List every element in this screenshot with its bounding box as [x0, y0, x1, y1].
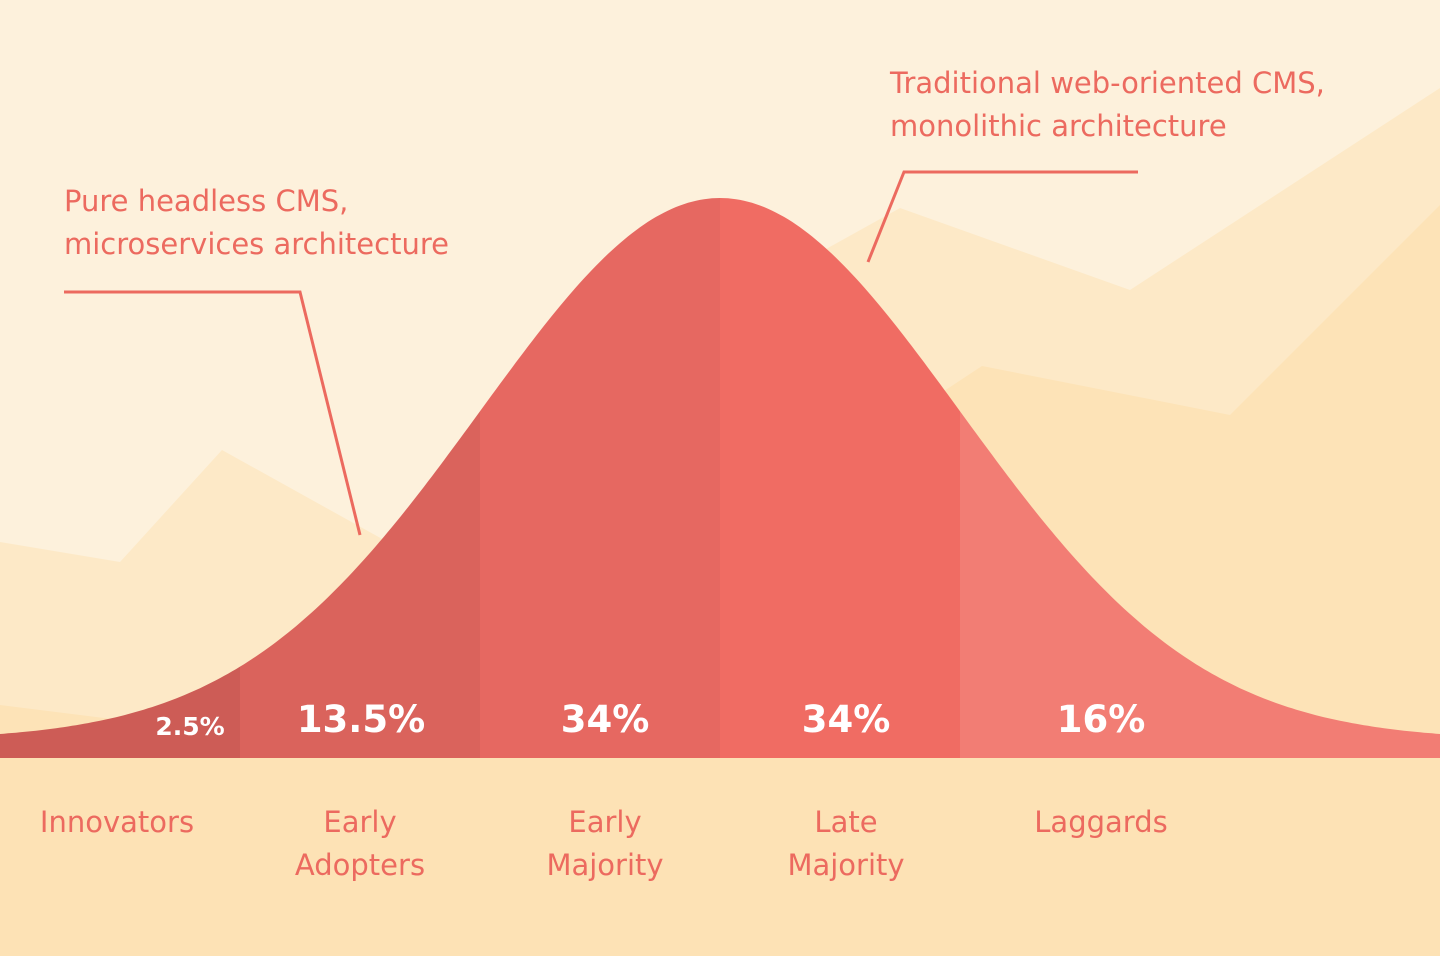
- early-adopters-label-line1: Early: [323, 805, 397, 839]
- late-majority-label: Late Majority: [746, 801, 946, 887]
- innovators-label: Innovators: [17, 801, 217, 844]
- late-majority-label-line1: Late: [814, 805, 878, 839]
- early-adopters-label-line2: Adopters: [294, 848, 426, 882]
- early-majority-segment: [480, 198, 720, 758]
- innovators-segment: [0, 666, 240, 758]
- early-majority-label-line2: Majority: [546, 848, 664, 882]
- early-majority-label-line1: Early: [568, 805, 642, 839]
- late-majority-segment: [720, 198, 960, 758]
- laggards-label: Laggards: [1001, 801, 1201, 844]
- headless-annotation-line2: microservices architecture: [64, 227, 449, 261]
- early-majority-label: Early Majority: [505, 801, 705, 887]
- headless-leader-line: [64, 290, 362, 536]
- laggards-segment: [960, 411, 1440, 758]
- early-adopters-segment: [240, 411, 480, 758]
- traditional-annotation-line2: monolithic architecture: [890, 109, 1227, 143]
- headless-annotation: Pure headless CMS, microservices archite…: [64, 180, 449, 266]
- innovators-percent: 2.5%: [155, 712, 225, 741]
- early-adopters-label: Early Adopters: [260, 801, 460, 887]
- headless-annotation-line1: Pure headless CMS,: [64, 184, 349, 218]
- traditional-annotation: Traditional web-oriented CMS, monolithic…: [890, 62, 1325, 148]
- late-majority-percent: 34%: [801, 698, 891, 741]
- early-adopters-percent: 13.5%: [296, 698, 426, 741]
- late-majority-label-line2: Majority: [787, 848, 905, 882]
- ground: [0, 758, 1440, 956]
- innovators-label-line1: Innovators: [39, 805, 195, 839]
- traditional-annotation-line1: Traditional web-oriented CMS,: [890, 66, 1325, 100]
- laggards-label-line1: Laggards: [1034, 805, 1168, 839]
- laggards-percent: 16%: [1056, 698, 1146, 741]
- early-majority-percent: 34%: [560, 698, 650, 741]
- bell-curve: [0, 198, 1440, 758]
- traditional-leader-line: [866, 170, 1138, 263]
